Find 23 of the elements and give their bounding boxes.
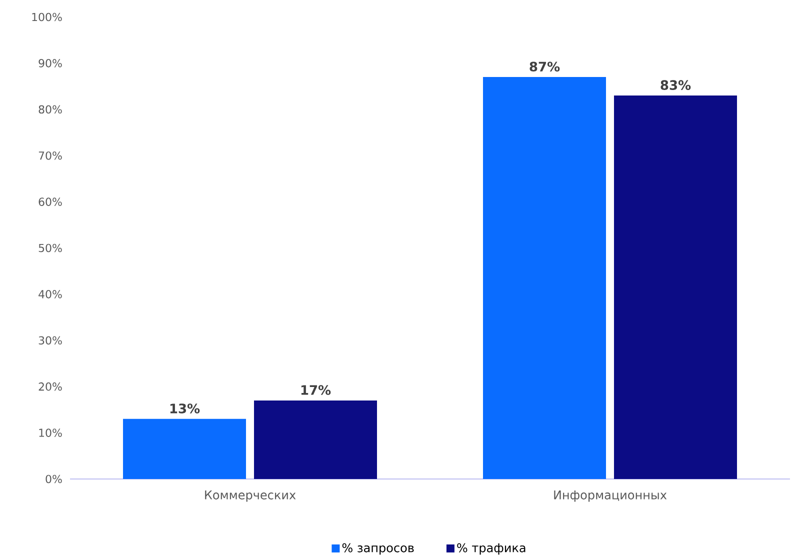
legend-label: % запросов <box>342 543 414 555</box>
y-tick-label: 20% <box>38 382 62 391</box>
y-tick-label: 10% <box>39 428 62 437</box>
y-tick-label: 80% <box>38 105 62 114</box>
y-tick-label: 70% <box>38 151 62 160</box>
data-label: 87% <box>530 62 560 72</box>
y-tick-label: 90% <box>38 59 62 68</box>
legend-label: % трафика <box>457 543 526 555</box>
data-label: 17% <box>301 385 331 395</box>
bar <box>254 400 377 479</box>
data-label: 13% <box>170 404 200 414</box>
y-tick-label: 50% <box>38 244 62 252</box>
bar <box>614 96 737 479</box>
y-tick-label: 100% <box>32 12 62 22</box>
bar <box>483 77 606 479</box>
data-label: 83% <box>660 80 691 90</box>
bar <box>123 418 246 479</box>
y-tick-label: 30% <box>38 336 62 345</box>
x-tick-label: Информационных <box>554 490 667 502</box>
y-tick-label: 0% <box>46 474 62 484</box>
y-tick-label: 40% <box>38 290 62 298</box>
x-tick-label: Коммерческих <box>205 490 296 502</box>
y-tick-label: 60% <box>38 198 62 206</box>
